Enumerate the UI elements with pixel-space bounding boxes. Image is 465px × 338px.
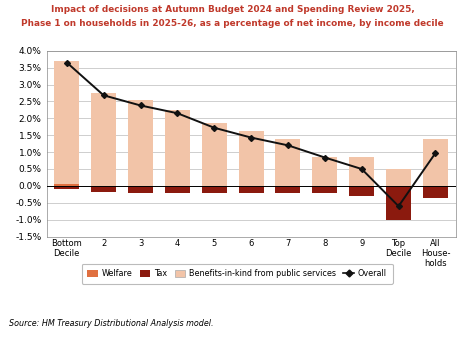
Bar (165, 186, 190, 193)
Bar (239, 186, 264, 193)
Bar (54, 186, 80, 189)
Bar (91, 186, 116, 192)
Bar (312, 157, 338, 186)
Legend: Welfare, Tax, Benefits-in-kind from public services, Overall: Welfare, Tax, Benefits-in-kind from publ… (82, 264, 392, 284)
Bar (128, 186, 153, 193)
Bar (202, 123, 227, 186)
Bar (128, 100, 153, 186)
Bar (275, 186, 300, 193)
Bar (54, 61, 80, 186)
Text: Phase 1 on households in 2025-26, as a percentage of net income, by income decil: Phase 1 on households in 2025-26, as a p… (21, 19, 444, 28)
Text: Source: HM Treasury Distributional Analysis model.: Source: HM Treasury Distributional Analy… (9, 319, 214, 328)
Bar (423, 139, 448, 186)
Bar (54, 184, 80, 186)
Bar (349, 186, 374, 196)
Bar (91, 93, 116, 186)
Bar (349, 157, 374, 186)
Text: Impact of decisions at Autumn Budget 2024 and Spending Review 2025,: Impact of decisions at Autumn Budget 202… (51, 5, 414, 14)
Bar (202, 186, 227, 193)
Bar (165, 110, 190, 186)
Bar (239, 131, 264, 186)
Bar (386, 186, 411, 220)
Bar (386, 169, 411, 186)
Bar (275, 139, 300, 186)
Bar (312, 186, 338, 193)
Bar (423, 186, 448, 198)
